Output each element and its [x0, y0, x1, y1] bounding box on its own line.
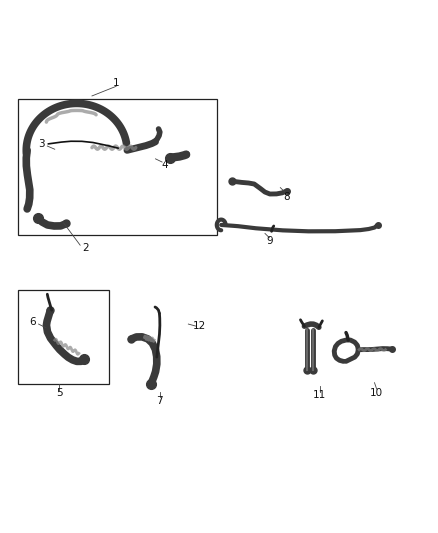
Text: 9: 9: [266, 236, 273, 246]
Text: 7: 7: [156, 396, 163, 406]
Text: 10: 10: [370, 388, 383, 398]
Text: 5: 5: [56, 389, 63, 398]
Text: 2: 2: [82, 243, 89, 253]
Text: 4: 4: [161, 160, 168, 170]
Text: 1: 1: [113, 78, 120, 87]
Bar: [18, 99, 217, 235]
Text: 3: 3: [38, 139, 45, 149]
Text: 8: 8: [283, 192, 290, 202]
Text: 12: 12: [193, 321, 206, 331]
Bar: [18, 290, 109, 384]
Text: 6: 6: [29, 318, 36, 327]
Text: 11: 11: [313, 391, 326, 400]
